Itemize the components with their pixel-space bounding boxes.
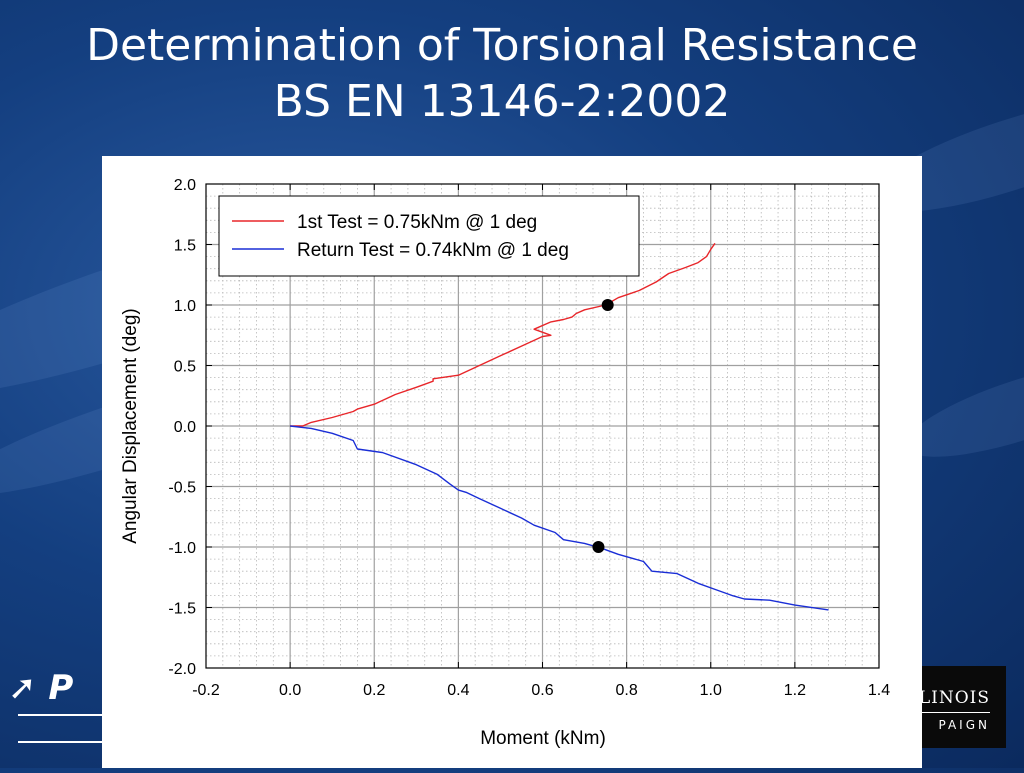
torsion-chart: -0.2 0.0 0.2 0.4 0.6 0.8 1.0 1.2 1.4 2.0 1.5 1.0 0.… — [120, 177, 890, 749]
logo-text-line1: LINOIS — [918, 688, 990, 708]
y-tick-label: 2.0 — [174, 177, 196, 194]
data-point-marker — [601, 299, 614, 311]
x-axis-label: Moment (kNm) — [480, 728, 606, 749]
slide-title-line2: BS EN 13146-2:2002 — [273, 76, 731, 127]
logo-divider-line — [18, 714, 102, 716]
data-point-marker — [592, 541, 605, 553]
x-tick-label: 0.4 — [447, 682, 469, 699]
y-tick-label: 1.0 — [174, 298, 196, 315]
y-tick-label: -0.5 — [168, 480, 196, 497]
legend-label: 1st Test = 0.75kNm @ 1 deg — [297, 212, 537, 233]
legend-box — [218, 195, 640, 277]
y-tick-label: 0.5 — [174, 359, 196, 376]
x-tick-label: -0.2 — [192, 682, 220, 699]
x-tick-label: 0.8 — [616, 682, 638, 699]
y-tick-label: -2.0 — [168, 661, 196, 678]
university-logo: LINOIS PAIGN — [918, 666, 1006, 748]
x-tick-label: 1.0 — [700, 682, 722, 699]
x-tick-label: 0.2 — [363, 682, 385, 699]
x-tick-label: 1.4 — [868, 682, 890, 699]
y-tick-label: -1.0 — [168, 540, 196, 557]
y-tick-label: -1.5 — [168, 601, 196, 618]
x-tick-label: 1.2 — [784, 682, 806, 699]
series-line-1 — [290, 242, 716, 427]
logo-text-line2: PAIGN — [938, 718, 990, 732]
legend-label: Return Test = 0.74kNm @ 1 deg — [297, 240, 569, 261]
slide-title: Determination of Torsional Resistance BS… — [0, 18, 1004, 130]
x-tick-label: 0.6 — [531, 682, 553, 699]
logo-divider-line — [18, 741, 102, 743]
x-tick-label: 0.0 — [279, 682, 301, 699]
left-logo: ➚ P — [8, 668, 73, 708]
slide-title-line1: Determination of Torsional Resistance — [86, 20, 918, 71]
y-tick-label: 1.5 — [174, 238, 196, 255]
left-logo-text: P — [48, 668, 74, 708]
logo-rule — [922, 712, 990, 713]
series-line-2 — [290, 425, 829, 611]
swoosh-icon: ➚ — [8, 668, 37, 708]
y-axis-label: Angular Displacement (deg) — [120, 308, 141, 544]
legend: 1st Test = 0.75kNm @ 1 deg Return Test =… — [218, 195, 640, 277]
chart-panel: -0.2 0.0 0.2 0.4 0.6 0.8 1.0 1.2 1.4 2.0 1.5 1.0 0.… — [102, 156, 922, 768]
y-tick-label: 0.0 — [174, 419, 196, 436]
